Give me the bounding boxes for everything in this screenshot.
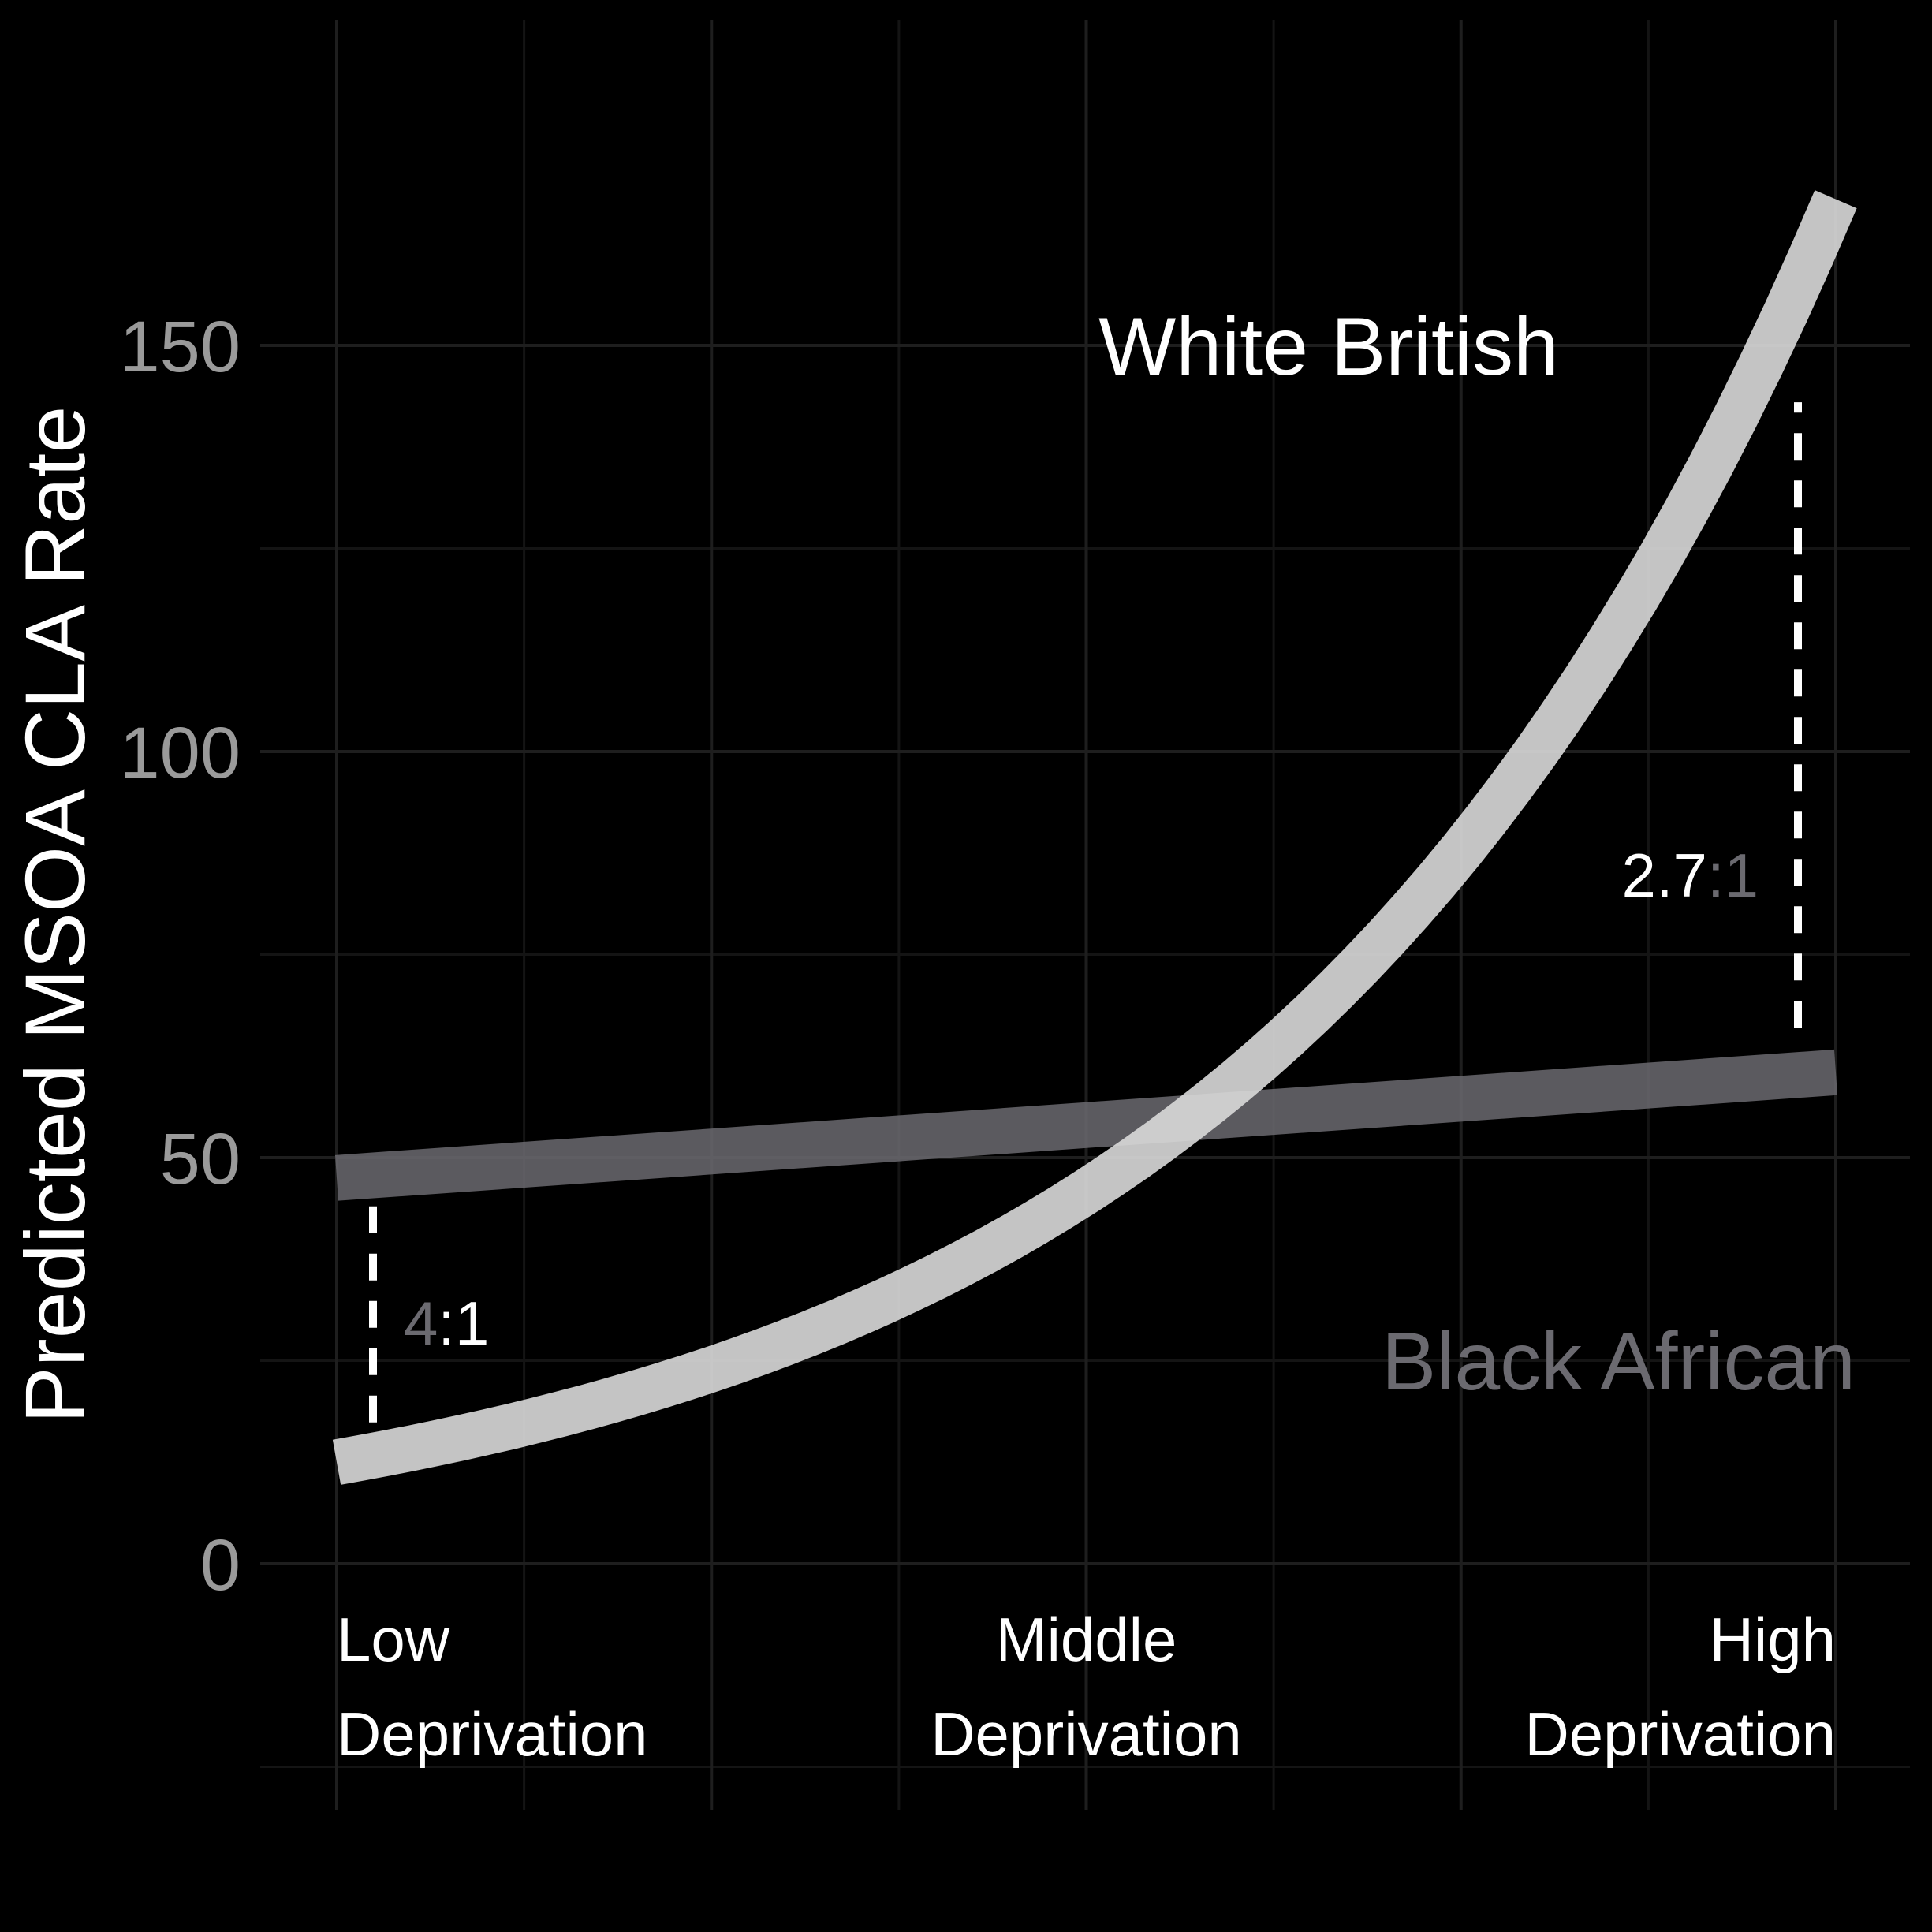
ratio-label-high-right: :1 [1707,841,1759,910]
x-tick-label-line1: High [1710,1605,1836,1674]
ratio-label-low-right: :1 [438,1289,489,1358]
x-tick-labels: Low Deprivation Middle Deprivation High Depri… [337,1605,1836,1769]
grid-major [260,20,1910,1810]
y-tick-label: 150 [120,307,241,387]
y-tick-labels: 0 50 100 150 [120,307,241,1606]
y-tick-label: 50 [160,1119,241,1199]
x-tick-label-line1: Low [337,1605,450,1674]
x-tick-label-line2: Deprivation [1524,1699,1836,1769]
y-axis-label: Predicted MSOA CLA Rate [7,406,103,1424]
ratio-label-low: 4:1 [404,1289,489,1358]
ratio-label-low-left: 4 [404,1289,438,1358]
series-line-white-british [332,190,1857,1485]
y-tick-label: 100 [120,713,241,793]
annotation-layer: 4:12.7:1 [369,402,1802,1434]
grid-minor [260,20,1910,1810]
x-tick-label-line2: Deprivation [931,1699,1242,1769]
y-tick-label: 0 [200,1525,241,1606]
x-tick-label-line2: Deprivation [337,1699,648,1769]
ratio-label-high-left: 2.7 [1622,841,1707,910]
ratio-label-high: 2.7:1 [1622,841,1759,910]
series-layer [332,190,1857,1485]
series-label-black-african: Black African [1382,1316,1856,1408]
series-label-white-british: White British [1098,301,1559,393]
series-line-black-african [334,1049,1838,1201]
x-tick-label-line1: Middle [996,1605,1177,1674]
